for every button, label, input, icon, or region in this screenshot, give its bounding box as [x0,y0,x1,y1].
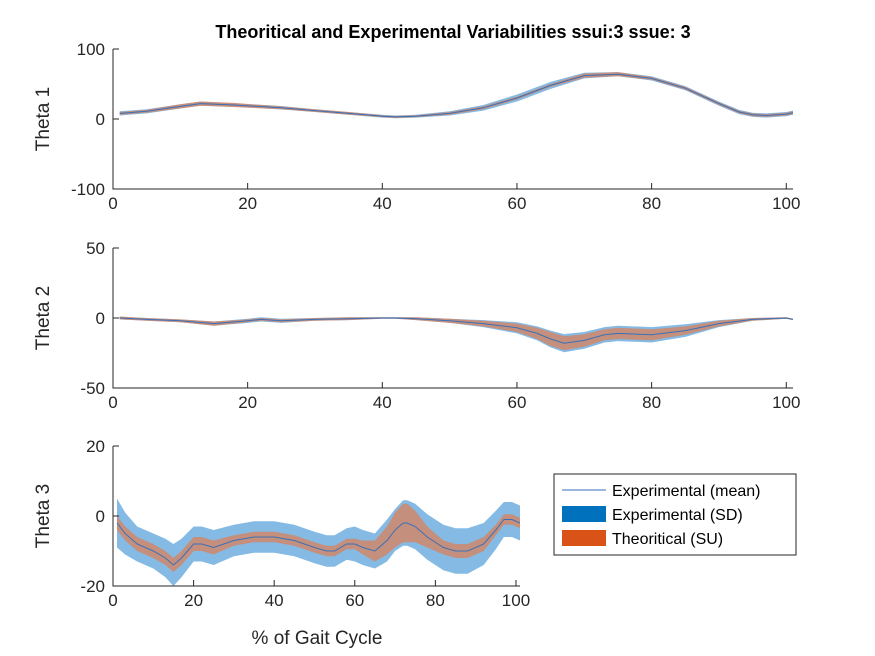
theta-2-x-tick-label: 80 [642,393,661,412]
theta-3-su-band [117,503,520,572]
legend-label-mean: Experimental (mean) [612,483,761,500]
theta-2-su-band [119,316,793,351]
theta-1-x-tick-label: 80 [642,194,661,213]
theta-2-y-tick-label: 0 [96,309,105,328]
x-axis-label: % of Gait Cycle [252,628,383,649]
theta-1-x-tick-label: 20 [238,194,257,213]
theta-1-mean-line [119,73,793,118]
theta-1-x-tick-label: 60 [507,194,526,213]
theta-1-y-tick-label: 0 [96,110,105,129]
theta-2-x-tick-label: 60 [507,393,526,412]
legend: Experimental (mean) Experimental (SD) Th… [553,473,797,556]
theta-3-mean-line [116,519,520,566]
theta-1-su-band [119,72,793,118]
theta-3-x-tick-label: 80 [426,591,445,610]
theta-3-y-tick-label: -20 [80,577,105,596]
theta-1-sd-band [119,72,793,119]
legend-label-sd: Experimental (SD) [612,507,743,524]
theta-2-mean-line [119,317,793,344]
theta-3-x-tick-label: 40 [265,591,284,610]
theta-3-x-tick-label: 60 [345,591,364,610]
theta-3-sd-band [117,498,520,586]
theta-2-axes [112,248,793,389]
chart-title: Theoritical and Experimental Variabiliti… [215,22,690,42]
theta-3-x-tick-label: 0 [108,591,117,610]
theta-3-y-tick-label: 0 [96,507,105,526]
theta-1-y-axis-label: Theta 1 [33,87,54,151]
theta-2-x-tick-label: 20 [238,393,257,412]
theta-3-x-tick-label: 100 [502,591,530,610]
theta-3-y-tick-label: 20 [86,437,105,456]
theta-2-x-tick-label: 0 [108,393,117,412]
theta-1-y-tick-label: -100 [71,180,105,199]
theta-2-y-tick-label: -50 [80,379,105,398]
theta-3-x-tick-label: 20 [184,591,203,610]
theta-1-x-tick-label: 0 [108,194,117,213]
theta-3-y-axis-label: Theta 3 [33,484,54,548]
legend-swatch-sd [562,506,606,522]
legend-label-su: Theoritical (SU) [612,531,723,548]
theta-1-axes [112,49,793,190]
legend-swatch-su [562,530,606,546]
theta-2-y-axis-label: Theta 2 [33,286,54,350]
theta-1-y-tick-label: 100 [77,40,105,59]
theta-2-x-tick-label: 40 [373,393,392,412]
theta-2-x-tick-label: 100 [772,393,800,412]
theta-1-x-tick-label: 40 [373,194,392,213]
theta-2-y-tick-label: 50 [86,239,105,258]
theta-1-x-tick-label: 100 [772,194,800,213]
